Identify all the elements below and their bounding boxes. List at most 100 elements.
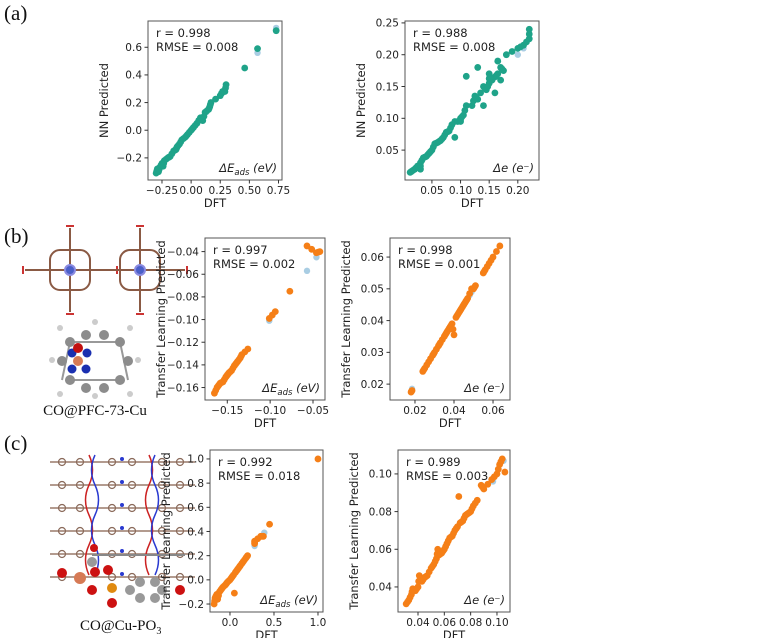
data-point-fill (406, 593, 414, 601)
copper-atom (73, 356, 83, 366)
framework-ring (75, 480, 85, 490)
y-tick-label: 0.06 (361, 252, 385, 264)
quantity-subscript: ads (277, 388, 293, 398)
y-tick-label: 1.0 (187, 454, 204, 466)
x-tick-label: 0.50 (238, 185, 261, 197)
framework-nitrogen (120, 526, 124, 530)
framework-ring (157, 572, 167, 582)
y-tick-label: 0.05 (376, 145, 399, 157)
data-point (451, 133, 459, 141)
y-tick-label: 0.10 (376, 113, 399, 125)
quantity-symbol: ΔE (259, 593, 276, 607)
panel-label-b: (b) (4, 224, 29, 248)
data-point (230, 589, 238, 597)
scatter-plot-c1: 0.0 0.5 1.0 −0.2 0.0 0.2 0.4 0.6 0.8 1.0 DFT Transf… (159, 449, 327, 638)
plot-frame (204, 237, 326, 401)
scatter-plot-a2: 0.05 0.10 0.15 0.20 0.05 0.10 0.15 0.20 0.25 DFT N… (354, 18, 540, 210)
y-axis-label: Transfer Learning Predicted (154, 240, 168, 398)
data-point (480, 102, 487, 109)
data-point (314, 455, 322, 463)
data-point (241, 64, 249, 72)
y-tick-label: 0.6 (187, 502, 204, 514)
framework-nitrogen (120, 457, 124, 461)
data-point-fill (497, 458, 505, 466)
x-tick-label: −0.15 (211, 405, 243, 417)
framework-ring (127, 457, 137, 467)
pfc-73-cu-framework-image (22, 225, 188, 315)
quantity-unit: (e⁻) (479, 381, 505, 395)
x-tick-label: 0.06 (481, 405, 505, 417)
data-point-fill (471, 499, 479, 507)
data-point-fill (523, 38, 530, 46)
rmse-label: RMSE = 0.008 (156, 40, 238, 54)
framework-ring (57, 480, 67, 490)
data-point-fill (200, 113, 208, 120)
framework-ring (157, 503, 167, 513)
framework-nitrogen (120, 572, 124, 576)
framework-ring (57, 549, 67, 559)
data-point (491, 89, 499, 97)
data-point (450, 331, 458, 339)
data-point-fill (268, 311, 276, 319)
data-point-fill (493, 248, 500, 255)
rmse-label: RMSE = 0.003 (406, 469, 488, 483)
framework-ring (57, 457, 67, 467)
y-tick-label: 0.0 (125, 125, 142, 137)
quantity-label: ΔEads (eV) (259, 593, 318, 610)
correlation-label: r = 0.998 (398, 243, 453, 257)
y-axis-label: Transfer Learning Predicted (347, 452, 361, 610)
quantity-unit: (eV) (290, 593, 318, 607)
correlation-label: r = 0.992 (218, 455, 273, 469)
data-point-fill (498, 65, 506, 73)
data-point (502, 51, 510, 59)
quantity-symbol: ΔE (218, 161, 235, 175)
framework-ring (107, 503, 117, 513)
data-point (286, 287, 294, 295)
data-point-fill (479, 483, 486, 491)
y-tick-label: 0.4 (125, 70, 142, 82)
x-tick-label: 0.10 (449, 185, 472, 197)
y-axis-label: NN Predicted (354, 63, 368, 138)
x-tick-label: 0.15 (477, 185, 500, 197)
y-tick-label: 0.6 (125, 42, 142, 54)
quantity-symbol: Δe (463, 593, 479, 607)
data-point (501, 468, 509, 476)
plot-frame (397, 449, 511, 613)
framework-ring (107, 572, 117, 582)
data-point-fill (449, 325, 457, 333)
reference-point (303, 267, 311, 275)
x-tick-label: 0.25 (209, 185, 232, 197)
data-point-fill (517, 43, 525, 51)
data-point-fill (425, 568, 433, 576)
y-axis-label: Transfer Learning Predicted (159, 452, 173, 610)
x-axis-label: DFT (255, 628, 278, 638)
quantity-label: ΔEads (eV) (261, 381, 320, 398)
framework-chain (90, 454, 100, 576)
quantity-label: Δe (e⁻) (463, 593, 505, 607)
quantity-subscript: ads (234, 168, 250, 178)
x-tick-label: 1.0 (310, 617, 327, 629)
framework-nitrogen (120, 549, 124, 553)
framework-nitrogen (120, 480, 124, 484)
quantity-symbol: ΔE (261, 381, 278, 395)
quantity-label: ΔEads (eV) (218, 161, 277, 178)
framework-ring (175, 572, 185, 582)
data-point-fill (308, 245, 316, 253)
x-axis-label: DFT (204, 196, 227, 210)
data-point-fill (490, 473, 498, 481)
data-point (455, 493, 463, 500)
y-tick-label: −0.16 (167, 382, 199, 394)
data-point-fill (222, 84, 229, 92)
data-point-fill (458, 113, 466, 121)
quantity-symbol: Δe (463, 381, 479, 395)
framework-ring (75, 526, 85, 536)
framework-ring (157, 457, 167, 467)
framework-ring (57, 503, 67, 513)
plot-frame (404, 20, 540, 181)
data-point-fill (422, 573, 430, 580)
framework-ring (127, 572, 137, 582)
y-tick-label: 0.2 (187, 550, 204, 562)
data-point-fill (525, 30, 533, 38)
correlation-label: r = 0.997 (213, 243, 268, 257)
scatter-plot-b2: 0.02 0.04 0.06 0.02 0.03 0.04 0.05 0.06 DFT Trans… (339, 237, 511, 430)
